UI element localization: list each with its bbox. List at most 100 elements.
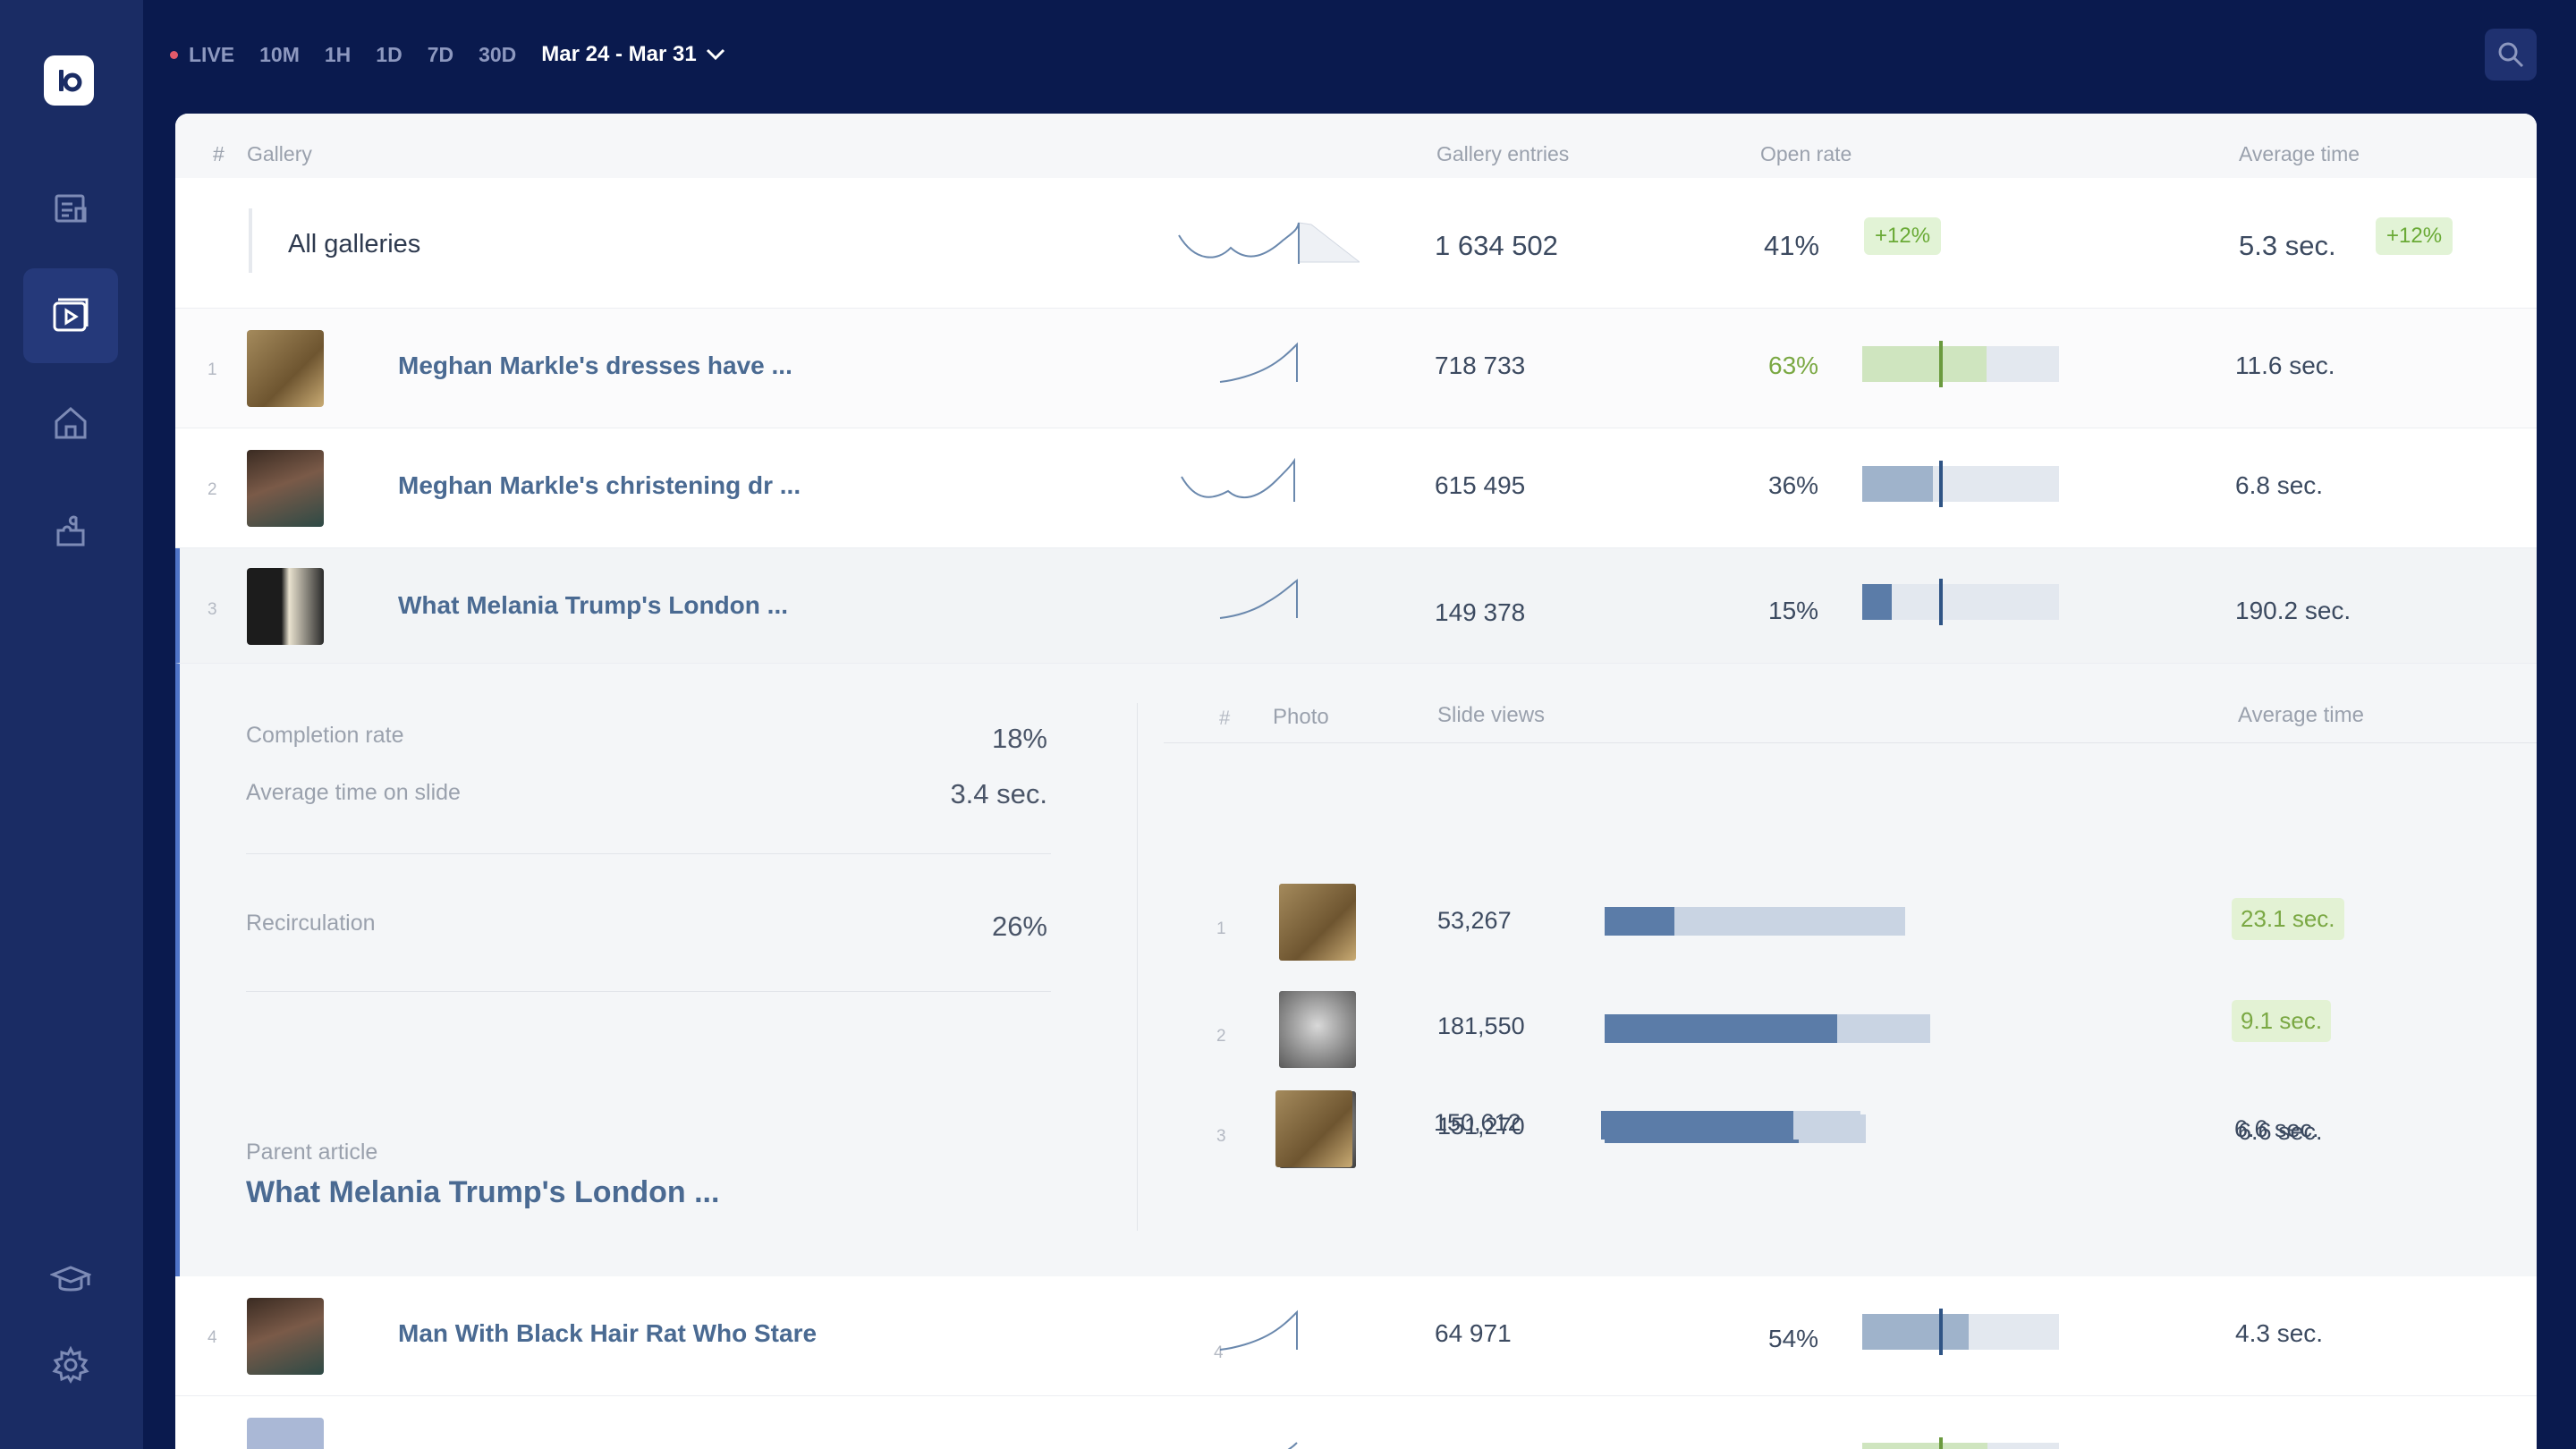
video-gallery-icon[interactable] <box>23 268 118 363</box>
avg-time-on-slide-label: Average time on slide <box>246 780 461 805</box>
gallery-entries: 718 733 <box>1435 352 1526 379</box>
slide-avg-time-badge: 9.1 sec. <box>2232 1000 2332 1042</box>
logo-icon[interactable] <box>44 55 94 106</box>
puzzle-icon[interactable] <box>23 483 118 578</box>
slide-rank: 4 <box>1214 1343 1224 1362</box>
row-divider <box>249 208 252 273</box>
parent-article-label: Parent article <box>246 1140 378 1165</box>
completion-rate-value: 18% <box>991 723 1047 754</box>
slide-views: 53,267 <box>1437 907 1512 934</box>
gallery-avg-time: 4.3 sec. <box>2235 1319 2324 1347</box>
avg-time-change-badge: +12% <box>2376 217 2453 255</box>
open-rate-bar-fill <box>1862 1443 1987 1449</box>
slide-thumbnail[interactable] <box>1279 884 1356 961</box>
articles-icon[interactable] <box>23 161 118 256</box>
gallery-avg-time: 6.8 sec. <box>2235 471 2324 499</box>
open-rate-bar <box>1862 461 2059 507</box>
slide-views-bar <box>1605 1014 1930 1043</box>
slide-views: 151,270 <box>1437 1113 1525 1140</box>
table-header: # Gallery Gallery entries Open rate Aver… <box>175 114 2537 178</box>
slide-avg-time: 6.6 sec. <box>2234 1115 2319 1142</box>
range-10m-button[interactable]: 10M <box>259 42 300 66</box>
gallery-title-link[interactable]: Meghan Markle's dresses have ... <box>398 352 792 379</box>
home-icon[interactable] <box>23 376 118 470</box>
open-rate-bar <box>1862 341 2059 387</box>
slide-thumbnail[interactable] <box>1275 1090 1352 1167</box>
open-rate-bar-fill <box>1862 346 1987 382</box>
slides-header-views[interactable]: Slide views <box>1437 703 1546 727</box>
live-indicator-icon <box>170 50 178 59</box>
gallery-open-rate: 63% <box>1768 352 1819 379</box>
slide-rank: 1 <box>1216 919 1226 938</box>
open-rate-bar-fill <box>1862 1314 1969 1350</box>
row-rank: 2 <box>208 480 217 499</box>
open-rate-change-badge: +12% <box>1864 217 1942 255</box>
all-galleries-avg-time: 5.3 sec. <box>2239 230 2336 261</box>
graduation-cap-icon[interactable] <box>23 1232 118 1326</box>
open-rate-bar <box>1862 1437 2059 1449</box>
slide-rank: 2 <box>1216 1027 1226 1046</box>
range-1d-button[interactable]: 1D <box>376 42 402 66</box>
slide-views-bar-fill <box>1601 1111 1793 1140</box>
table-row[interactable]: 2 Meghan Markle's christening dr ... 615… <box>175 428 2537 548</box>
settings-icon[interactable] <box>23 1318 118 1412</box>
slide-views-bar-fill <box>1605 907 1674 936</box>
table-row-selected[interactable]: 3 What Melania Trump's London ... 149 37… <box>175 548 2537 664</box>
open-rate-bar <box>1862 579 2059 625</box>
all-galleries-sparkline <box>1178 222 1360 264</box>
slide-views-bar <box>1605 907 1905 936</box>
table-row[interactable]: 1 Meghan Markle's dresses have ... 718 7… <box>175 309 2537 428</box>
all-galleries-entries: 1 634 502 <box>1435 230 1558 261</box>
header-hash: # <box>213 142 225 165</box>
slide-thumbnail[interactable] <box>1279 991 1356 1068</box>
gallery-title-link[interactable]: Meghan Markle's christening dr ... <box>398 471 801 499</box>
table-row[interactable]: 4 Man With Black Hair Rat Who Stare 64 9… <box>175 1276 2537 1396</box>
gallery-detail-panel: Completion rate 18% Average time on slid… <box>175 664 2537 1276</box>
row-sparkline <box>1181 457 1295 502</box>
row-sparkline <box>1287 1442 1298 1449</box>
all-galleries-title: All galleries <box>288 230 421 258</box>
row-sparkline <box>1219 1309 1298 1351</box>
gallery-open-rate: 54% <box>1768 1325 1819 1352</box>
slide-views: 150,612 <box>1434 1109 1521 1136</box>
date-range-selector[interactable]: Mar 24 - Mar 31 <box>541 42 724 67</box>
table-row-partial[interactable] <box>175 1396 2537 1449</box>
all-galleries-open-rate: 41% <box>1764 230 1820 261</box>
slides-header-avg[interactable]: Average time <box>2238 703 2364 727</box>
divider <box>1164 742 2537 743</box>
average-marker <box>1939 461 1943 507</box>
slide-avg-time: 6.6 sec. <box>2238 1118 2323 1145</box>
average-marker <box>1939 341 1943 387</box>
range-30d-button[interactable]: 30D <box>479 42 517 66</box>
gallery-thumbnail <box>247 1298 324 1375</box>
open-rate-bar <box>1862 1309 2059 1355</box>
gallery-open-rate: 15% <box>1768 597 1819 624</box>
open-rate-bar-fill <box>1862 584 1892 620</box>
date-range-label: Mar 24 - Mar 31 <box>541 42 697 66</box>
average-marker <box>1939 579 1943 625</box>
gallery-thumbnail <box>247 450 324 527</box>
header-gallery[interactable]: Gallery <box>247 142 312 165</box>
gallery-entries: 64 971 <box>1435 1319 1512 1347</box>
slide-avg-time-badge: 23.1 sec. <box>2232 898 2344 940</box>
header-open-rate[interactable]: Open rate <box>1760 142 1852 165</box>
header-avg-time[interactable]: Average time <box>2239 142 2360 165</box>
search-icon <box>2498 42 2524 68</box>
sidebar <box>0 0 143 1449</box>
gallery-entries: 149 378 <box>1435 598 1526 626</box>
slide-rank: 3 <box>1216 1127 1226 1146</box>
recirculation-label: Recirculation <box>246 911 376 936</box>
range-live-button[interactable]: LIVE <box>189 42 235 66</box>
recirculation-value: 26% <box>991 911 1047 942</box>
galleries-panel: # Gallery Gallery entries Open rate Aver… <box>175 114 2537 1449</box>
search-button[interactable] <box>2485 29 2537 80</box>
gallery-title-link[interactable]: Man With Black Hair Rat Who Stare <box>398 1319 818 1347</box>
all-galleries-row[interactable]: All galleries 1 634 502 41% +12% 5.3 sec… <box>175 178 2537 309</box>
parent-article-link[interactable]: What Melania Trump's London ... <box>246 1175 720 1209</box>
gallery-avg-time: 190.2 sec. <box>2235 597 2351 624</box>
gallery-title-link[interactable]: What Melania Trump's London ... <box>398 591 788 619</box>
range-7d-button[interactable]: 7D <box>427 42 454 66</box>
slide-views: 181,550 <box>1437 1013 1525 1039</box>
header-entries[interactable]: Gallery entries <box>1436 142 1570 165</box>
range-1h-button[interactable]: 1H <box>324 42 352 66</box>
